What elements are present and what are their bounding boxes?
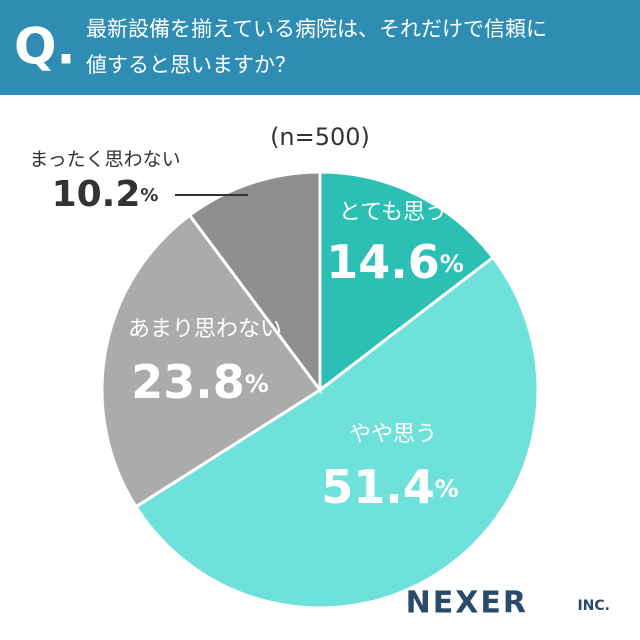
pie-slice	[100, 213, 323, 509]
question-line: 値すると思いますか？	[86, 53, 296, 77]
question-badge: Q.	[14, 18, 76, 76]
slice-label: あまり思わない	[128, 317, 282, 342]
logo: NEXER	[406, 586, 528, 621]
pie-slice	[187, 170, 322, 395]
header-band	[0, 0, 640, 95]
chart-subtitle: (n=500)	[270, 123, 370, 151]
value-label: 10.2%	[52, 174, 159, 215]
pie-slice	[318, 170, 496, 394]
value-label: 23.8%	[131, 355, 269, 409]
pie-slice	[133, 255, 540, 610]
value-label: 14.6%	[326, 235, 464, 289]
value-label: 51.4%	[321, 460, 459, 514]
slice-label: とても思う	[339, 200, 447, 225]
question-line: 最新設備を揃えている病院は、それだけで信頼に	[86, 17, 547, 41]
logo-suffix: INC.	[577, 598, 610, 614]
slice-label: まったく思わない	[29, 149, 180, 171]
slice-label: やや思う	[349, 422, 437, 447]
